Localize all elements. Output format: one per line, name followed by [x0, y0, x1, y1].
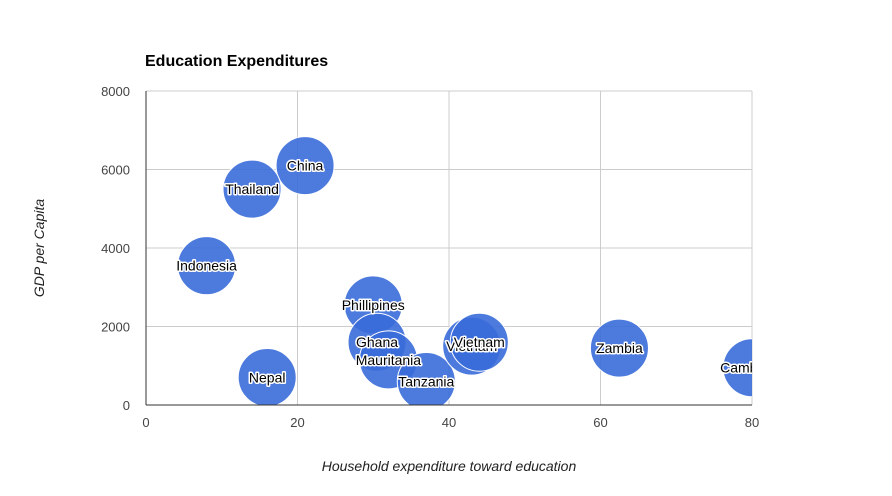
bubble-label: Vietnam — [454, 334, 505, 350]
bubble-point[interactable] — [237, 348, 297, 407]
bubble-label: China — [287, 158, 324, 174]
axes — [145, 91, 752, 406]
bubble-label: Thailand — [225, 181, 279, 197]
bubble-label: Nepal — [249, 370, 286, 386]
bubble-point[interactable] — [722, 338, 781, 398]
bubble-label: Cambodia — [720, 360, 784, 376]
bubble-label: Mauritania — [356, 352, 422, 368]
bubble-label: Zambia — [596, 340, 643, 356]
bubble-point[interactable] — [275, 136, 335, 196]
x-tick-label: 20 — [290, 415, 304, 430]
bubble-label: Phillipines — [342, 297, 405, 313]
bubble-label: Indonesia — [176, 258, 237, 274]
x-axis-label: Household expenditure toward education — [322, 458, 577, 474]
y-tick-label: 6000 — [101, 163, 130, 178]
bubble-label: Tanzania — [398, 373, 454, 389]
bubble-point[interactable] — [177, 236, 237, 296]
tick-labels: 0 20 40 60 80 0 2000 4000 6000 8000 — [101, 84, 759, 430]
bubble-label: Vietnam — [446, 338, 497, 354]
bubble-point[interactable] — [449, 312, 509, 372]
x-tick-label: 80 — [745, 415, 759, 430]
y-tick-label: 8000 — [101, 84, 130, 99]
y-tick-label: 0 — [123, 398, 130, 413]
y-tick-label: 2000 — [101, 320, 130, 335]
y-axis-label: GDP per Capita — [31, 199, 47, 298]
bubble-point[interactable] — [396, 351, 456, 410]
bubble-label: Ghana — [356, 334, 398, 350]
bubble-point[interactable] — [589, 318, 649, 378]
bubbles: China Thailand Indonesia Phillipines Ghana Ma… — [175, 136, 784, 410]
bubble-point[interactable] — [222, 159, 282, 219]
x-tick-label: 60 — [593, 415, 607, 430]
y-tick-label: 4000 — [101, 241, 130, 256]
x-tick-label: 40 — [442, 415, 456, 430]
chart-title: Education Expenditures — [145, 53, 328, 70]
x-tick-label: 0 — [142, 415, 149, 430]
